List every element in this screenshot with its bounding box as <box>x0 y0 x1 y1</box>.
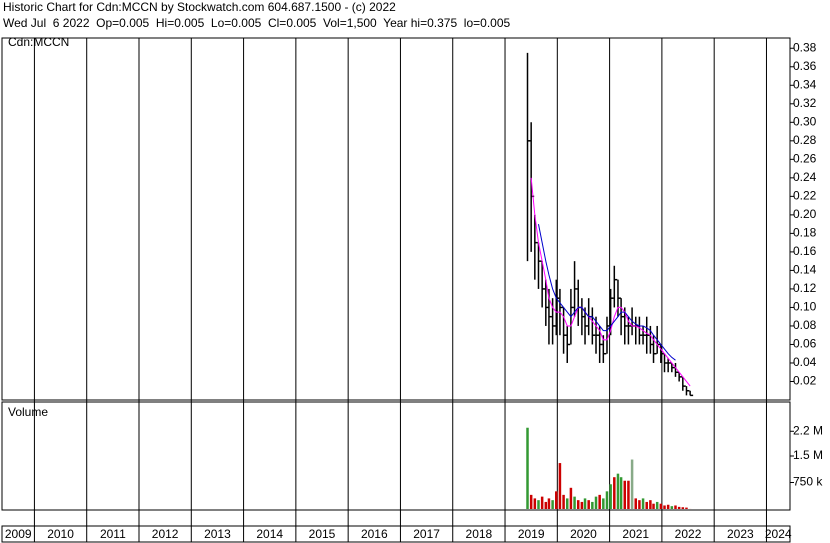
volume-bar <box>623 480 627 509</box>
volume-bar <box>652 503 655 509</box>
y-tick-label: 2.2 M <box>793 423 823 437</box>
volume-panel <box>1 401 791 511</box>
y-tick-label: 0.28 <box>793 133 817 147</box>
y-tick-label: 0.16 <box>793 244 817 258</box>
x-tick-label: 2019 <box>518 527 545 541</box>
volume-bar <box>605 491 609 509</box>
y-tick-label: 0.20 <box>793 207 817 221</box>
x-tick-label: 2009 <box>5 527 32 541</box>
y-tick-label: 0.08 <box>793 318 817 332</box>
volume-bar <box>569 487 573 509</box>
y-tick-label: 0.34 <box>793 77 817 91</box>
x-tick-label: 2010 <box>47 527 74 541</box>
volume-bar <box>630 459 634 509</box>
y-tick-label: 0.22 <box>793 189 817 203</box>
volume-bar <box>576 500 580 509</box>
volume-bar <box>544 501 548 509</box>
volume-bar <box>547 498 551 509</box>
volume-bar <box>591 501 594 509</box>
y-tick-label: 0.24 <box>793 170 817 184</box>
volume-label: Volume <box>8 405 48 419</box>
volume-bar <box>627 480 630 509</box>
volume-bar <box>674 505 677 509</box>
volume-bar <box>551 500 554 509</box>
volume-bar <box>555 491 558 509</box>
symbol-label: Cdn:MCCN <box>8 35 69 49</box>
y-tick-label: 750 k <box>793 475 823 489</box>
y-tick-label: 0.12 <box>793 281 817 295</box>
y-tick-label: 0.04 <box>793 355 817 369</box>
y-tick-label: 0.32 <box>793 96 817 110</box>
volume-bar <box>537 500 540 509</box>
moving-average <box>530 177 691 387</box>
volume-bar <box>638 500 641 509</box>
x-tick-label: 2015 <box>309 527 336 541</box>
volume-bar <box>583 498 587 509</box>
volume-bar <box>526 427 529 509</box>
volume-bar <box>533 498 537 509</box>
volume-bar <box>666 504 670 509</box>
quote-line: Wed Jul 6 2022 Op=0.005 Hi=0.005 Lo=0.00… <box>3 16 511 30</box>
volume-bar <box>573 496 576 509</box>
x-tick-label: 2020 <box>570 527 597 541</box>
y-tick-label: 0.36 <box>793 59 817 73</box>
x-tick-label: 2017 <box>413 527 440 541</box>
volume-bar <box>619 477 623 509</box>
x-tick-label: 2018 <box>466 527 493 541</box>
volume-bar <box>594 496 598 509</box>
volume-bar <box>529 494 533 509</box>
date-axis <box>1 525 791 543</box>
volume-bar <box>634 498 637 509</box>
volume-bar <box>613 477 616 509</box>
x-tick-label: 2011 <box>100 527 126 541</box>
chart-title: Historic Chart for Cdn:MCCN by Stockwatc… <box>3 0 396 14</box>
volume-bar <box>685 507 688 509</box>
volume-bar <box>580 501 584 509</box>
x-tick-label: 2022 <box>675 527 702 541</box>
x-tick-label: 2014 <box>256 527 283 541</box>
volume-bar <box>598 494 601 509</box>
y-tick-label: 0.38 <box>793 40 817 54</box>
volume-bar <box>645 501 648 509</box>
x-tick-label: 2021 <box>622 527 649 541</box>
y-tick-label: 0.06 <box>793 337 817 351</box>
x-tick-label: 2012 <box>152 527 179 541</box>
x-tick-label: 2024 <box>765 527 792 541</box>
volume-bar <box>558 463 562 509</box>
y-tick-label: 0.26 <box>793 152 817 166</box>
volume-bar <box>587 500 590 509</box>
volume-bar <box>609 484 612 509</box>
y-tick-label: 0.18 <box>793 226 817 240</box>
volume-bar <box>655 501 659 509</box>
y-tick-label: 0.10 <box>793 300 817 314</box>
volume-bar <box>659 503 663 509</box>
volume-bar <box>670 506 674 509</box>
volume-bar <box>663 505 666 509</box>
volume-bar <box>562 494 565 509</box>
volume-bar <box>677 506 681 509</box>
volume-bar <box>681 507 685 509</box>
y-tick-label: 0.02 <box>793 374 817 388</box>
volume-bar <box>649 500 652 509</box>
y-tick-label: 0.14 <box>793 263 817 277</box>
y-tick-label: 0.30 <box>793 114 817 128</box>
y-tick-label: 1.5 M <box>793 448 823 462</box>
price-panel <box>1 37 791 401</box>
volume-bar <box>616 473 620 509</box>
volume-bar <box>602 498 605 509</box>
volume-bar <box>565 498 569 509</box>
moving-average <box>537 224 676 361</box>
volume-bar <box>540 496 544 509</box>
x-tick-label: 2016 <box>361 527 388 541</box>
x-tick-label: 2023 <box>727 527 754 541</box>
volume-bar <box>641 498 645 509</box>
x-tick-label: 2013 <box>204 527 231 541</box>
